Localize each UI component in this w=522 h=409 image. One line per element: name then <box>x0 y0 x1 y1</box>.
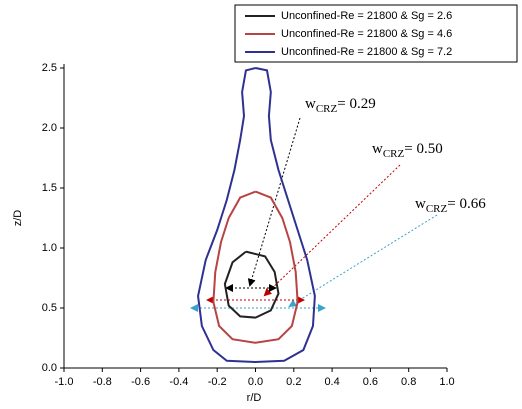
annotation-part: = 0.50 <box>404 141 442 157</box>
x-tick-label: -0.4 <box>169 376 188 388</box>
x-tick-label: 0.2 <box>286 376 301 388</box>
legend-label: Unconfined-Re = 21800 & Sg = 7.2 <box>281 46 452 58</box>
contour-line <box>212 190 299 344</box>
annotation: wCRZ= 0.50 <box>372 141 443 159</box>
annotation-part: CRZ <box>316 103 338 115</box>
annotation-part: w <box>305 96 316 112</box>
x-tick-label: 0.6 <box>363 376 378 388</box>
x-tick-label: -0.6 <box>131 376 150 388</box>
contour-line <box>197 67 316 364</box>
x-tick-label: 0.4 <box>324 376 339 388</box>
annotation-arrows <box>190 117 438 312</box>
x-tick-label: 0.0 <box>248 376 263 388</box>
y-tick-label: 1.5 <box>42 182 57 194</box>
annotation: wCRZ= 0.29 <box>305 96 376 114</box>
annotation-part: CRZ <box>426 203 448 215</box>
y-tick-label: 2.5 <box>42 62 57 74</box>
annotation-part: w <box>415 196 426 212</box>
x-tick-label: 1.0 <box>439 376 454 388</box>
annotation-part: w <box>372 141 383 157</box>
x-tick-label: 0.8 <box>401 376 416 388</box>
legend-box <box>234 4 518 63</box>
annotation-part: CRZ <box>383 148 405 160</box>
contour-line <box>223 250 280 319</box>
y-axis-label: z/D <box>12 210 24 227</box>
x-tick-label: -0.2 <box>208 376 227 388</box>
annotation-part: = 0.66 <box>447 196 486 212</box>
legend-label: Unconfined-Re = 21800 & Sg = 4.6 <box>281 28 452 40</box>
y-tick-label: 0.5 <box>42 302 57 314</box>
legend-label: Unconfined-Re = 21800 & Sg = 2.6 <box>281 10 452 22</box>
y-tick-label: 0.0 <box>42 362 57 374</box>
annotation-part: = 0.29 <box>337 96 375 112</box>
x-axis-label: r/D <box>247 392 262 404</box>
x-tick-label: -1.0 <box>55 376 74 388</box>
annotation: wCRZ= 0.66 <box>415 196 486 214</box>
y-tick-label: 1.0 <box>42 242 57 254</box>
x-tick-label: -0.8 <box>93 376 112 388</box>
y-tick-label: 2.0 <box>42 122 57 134</box>
